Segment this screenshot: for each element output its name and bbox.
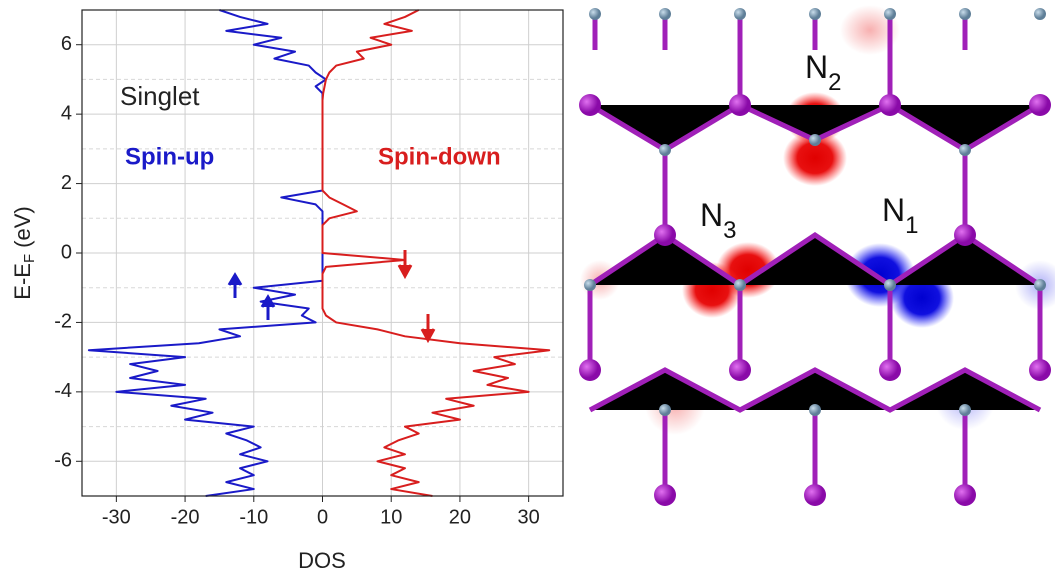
atom-label-main: N [700, 197, 723, 233]
y-tick-label: -6 [54, 450, 72, 472]
y-axis-label: E-EF (eV) [10, 206, 38, 299]
annotation: Singlet [120, 81, 200, 111]
atom-label-main: N [882, 192, 905, 228]
atom-label-sub: 1 [905, 212, 918, 239]
atom-label: N1 [882, 192, 918, 239]
y-tick-label: 6 [61, 33, 72, 55]
x-tick-label: 0 [317, 506, 328, 528]
atom-label-main: N [805, 49, 828, 85]
x-tick-label: 10 [380, 506, 402, 528]
plot-frame [81, 9, 564, 497]
y-tick-label: -4 [54, 380, 72, 402]
x-tick-label: -20 [171, 506, 200, 528]
y-tick-label: -2 [54, 311, 72, 333]
x-tick-label: 20 [449, 506, 471, 528]
y-tick-label: 4 [61, 102, 72, 124]
atom-label: N2 [805, 49, 841, 96]
y-axis-label-unit: (eV) [10, 206, 35, 248]
arrows [227, 250, 436, 344]
x-tick-label: -10 [239, 506, 268, 528]
atom-label-sub: 2 [828, 69, 841, 96]
x-tick-label: -30 [102, 506, 131, 528]
structure-image: N2 N3 N1 [575, 5, 1055, 506]
y-axis-label-main: E-E [10, 263, 35, 300]
annotation: Spin-down [378, 143, 501, 170]
annotation: Spin-up [125, 143, 214, 170]
atom-label-sub: 3 [723, 217, 736, 244]
y-tick-label: 2 [61, 172, 72, 194]
x-tick-label: 30 [518, 506, 540, 528]
dos-curve [321, 9, 551, 497]
atom-label: N3 [700, 197, 736, 244]
y-tick-label: 0 [61, 241, 72, 263]
y-axis-label-sub: F [21, 254, 38, 263]
x-axis-label: DOS [298, 548, 346, 573]
